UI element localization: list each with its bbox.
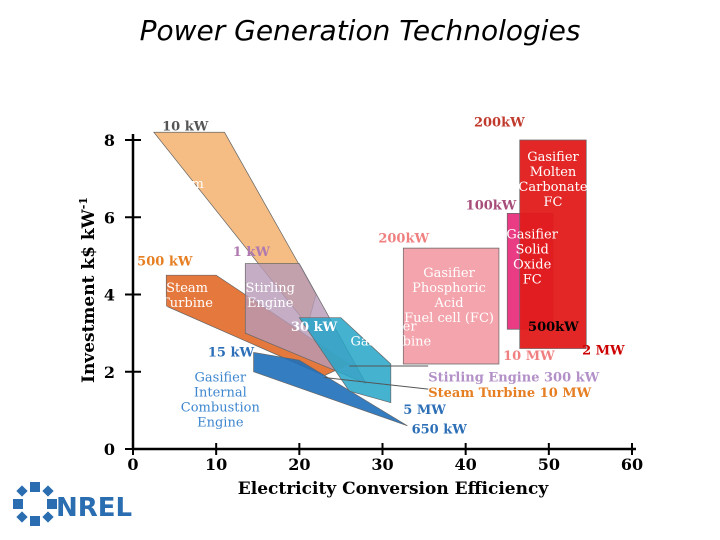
label-line: Steam — [162, 177, 204, 192]
label-line: Engine — [247, 296, 294, 311]
leader-lines — [324, 365, 429, 390]
label-line: Molten — [530, 165, 577, 180]
capacity-annotation: 650 kW — [412, 423, 468, 438]
capacity-annotation: 2 MW — [582, 343, 625, 358]
nrel-logo-mark: NREL — [13, 482, 132, 526]
y-tick-label: 8 — [104, 131, 115, 150]
x-tick-label: 20 — [288, 455, 310, 474]
label-line: Steam — [166, 281, 208, 296]
steam-turbine-label: Steam Turbine — [161, 281, 213, 311]
technology-regions — [153, 131, 587, 427]
label-line: Carbonate — [518, 180, 587, 195]
label-line: Combustion — [181, 400, 261, 415]
label-line: Oxide — [513, 257, 551, 272]
label-line: Solid — [516, 242, 549, 257]
gasifier-internal-combustion-engine-region — [253, 352, 408, 427]
y-tick-label: 6 — [104, 208, 115, 227]
capacity-annotation: 1 kW — [233, 245, 271, 260]
x-tick-label: 40 — [455, 455, 477, 474]
label-line: Internal — [194, 385, 247, 400]
x-tick-label: 50 — [538, 455, 560, 474]
label-line: Phosphoric — [412, 281, 486, 296]
gasifier-phosphoric-acid-fc-region — [402, 247, 500, 365]
label-line: Gasifier — [506, 227, 558, 242]
steam-piston-engine-label: Steam Piston Engine — [160, 177, 207, 222]
capacity-annotation: 10 MW — [503, 349, 555, 364]
gasifier-gas-turbine-region — [298, 317, 392, 404]
label-line: Engine — [160, 207, 207, 222]
label-line: Engine — [197, 415, 244, 430]
y-axis-label-superscript: -1 — [77, 197, 90, 209]
gasifier-internal-combustion-engine-label: Gasifier Internal Combustion Engine — [181, 370, 261, 430]
capacity-annotation: 15 kW — [208, 345, 255, 360]
capacity-annotation: 10 kW — [162, 119, 209, 134]
y-axis-label: Investment k$ kW-1 — [77, 197, 99, 383]
capacity-annotation: Steam Turbine 10 MW — [428, 386, 591, 401]
capacity-annotation: 100kW — [466, 199, 517, 214]
capacity-annotations: 10 kW 200kW 100kW 200kW 1 kW 500 kW 500kW 15 kW… — [137, 115, 625, 437]
x-tick-label: 0 — [127, 455, 138, 474]
label-line: Piston — [162, 192, 204, 207]
label-line: Fuel cell (FC) — [404, 311, 494, 326]
label-line: Turbine — [161, 296, 213, 311]
gasifier-gas-turbine-label: Gasifier Gas Turbine — [350, 320, 431, 350]
gasifier-solid-oxide-fc-label: Gasifier Solid Oxide FC — [506, 227, 558, 287]
y-axis-label-main: Investment k$ kW — [79, 208, 99, 383]
page-title: Power Generation Technologies — [139, 14, 581, 47]
nrel-logo-text: NREL — [56, 493, 132, 523]
x-axis-label: Electricity Conversion Efficiency — [238, 479, 550, 499]
label-line: Gasifier — [527, 150, 579, 165]
gasifier-molten-carbonate-fc-region — [519, 139, 587, 349]
y-tick-label: 2 — [104, 363, 115, 382]
axes: 0 10 20 30 40 50 60 0 2 4 6 8 — [104, 131, 643, 474]
capacity-annotation: 500kW — [528, 320, 579, 335]
label-line: Gasifier — [365, 320, 417, 335]
x-tick-label: 60 — [621, 455, 643, 474]
x-tick-label: 10 — [205, 455, 227, 474]
label-line: Gasifier — [423, 266, 475, 281]
x-tick-label: 30 — [371, 455, 393, 474]
capacity-annotation: 30 kW — [291, 320, 338, 335]
capacity-annotation: 5 MW — [403, 403, 446, 418]
gasifier-molten-carbonate-fc-label: Gasifier Molten Carbonate FC — [518, 150, 587, 210]
gasifier-phosphoric-acid-fc-label: Gasifier Phosphoric Acid Fuel cell (FC) — [404, 266, 494, 326]
leader-line-1 — [324, 377, 429, 390]
label-line: Stirling — [245, 281, 295, 296]
y-tick-label: 4 — [104, 286, 115, 305]
label-line: FC — [544, 195, 563, 210]
capacity-annotation: 500 kW — [137, 255, 193, 270]
capacity-annotation: 200kW — [378, 231, 429, 246]
label-line: Gasifier — [195, 370, 247, 385]
nrel-logo: NREL — [10, 478, 135, 530]
capacity-annotation: Stirling Engine 300 kW — [428, 370, 599, 385]
label-line: FC — [523, 272, 542, 287]
stirling-engine-label: Stirling Engine — [245, 281, 295, 311]
label-line: Acid — [433, 296, 463, 311]
capacity-annotation: 200kW — [474, 115, 525, 130]
y-tick-label: 0 — [104, 440, 115, 459]
label-line: Gas Turbine — [350, 335, 431, 350]
